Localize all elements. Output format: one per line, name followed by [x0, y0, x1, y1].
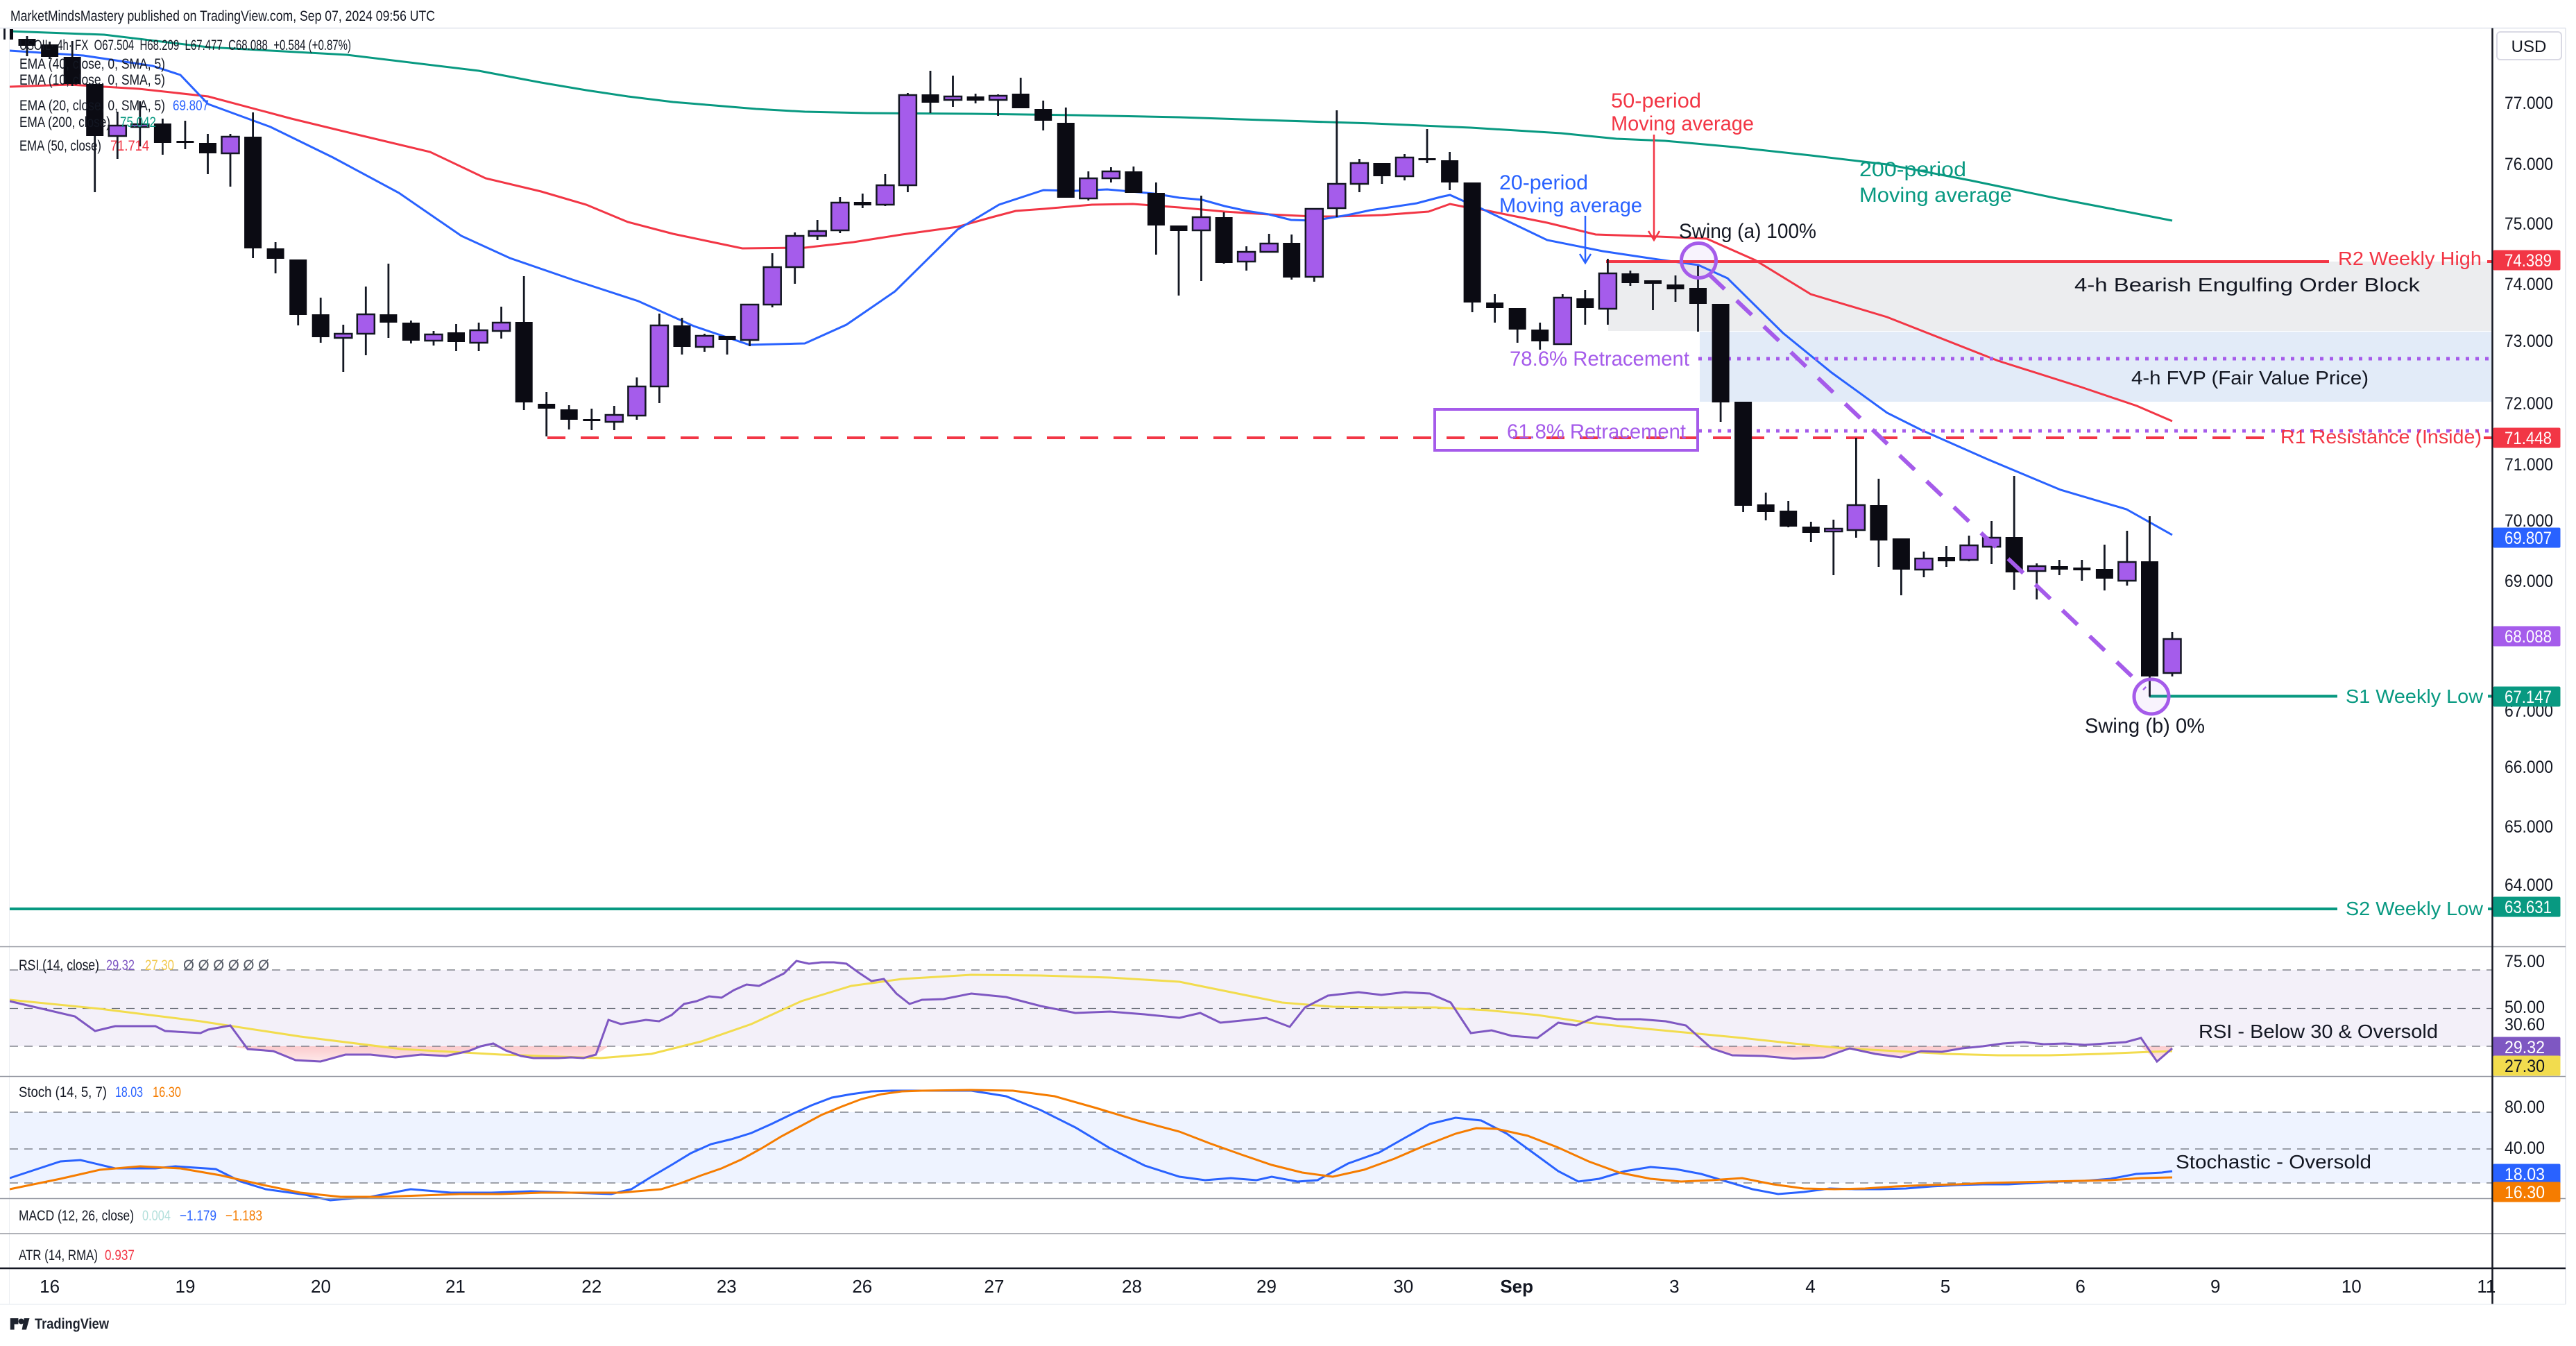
svg-text:74.000: 74.000 [2505, 275, 2553, 294]
svg-text:−1.183: −1.183 [225, 1208, 262, 1224]
svg-text:EMA (50, close): EMA (50, close) [19, 138, 101, 154]
svg-text:29: 29 [1256, 1276, 1277, 1297]
svg-text:10: 10 [2342, 1276, 2362, 1297]
svg-text:66.000: 66.000 [2505, 758, 2553, 777]
svg-text:27.30: 27.30 [145, 957, 174, 973]
svg-text:69.807: 69.807 [2505, 529, 2552, 548]
svg-text:20: 20 [311, 1276, 331, 1297]
svg-text:28: 28 [1122, 1276, 1142, 1297]
svg-text:78.6% Retracement: 78.6% Retracement [1510, 348, 1690, 370]
svg-text:Stochastic - Oversold: Stochastic - Oversold [2176, 1151, 2371, 1173]
svg-text:75.00: 75.00 [2505, 952, 2545, 971]
svg-text:26: 26 [852, 1276, 872, 1297]
svg-text:30: 30 [1393, 1276, 1413, 1297]
svg-text:29.32: 29.32 [2505, 1038, 2545, 1057]
svg-text:23: 23 [717, 1276, 737, 1297]
svg-text:61.8% Retracement: 61.8% Retracement [1507, 420, 1687, 443]
svg-text:74.389: 74.389 [2505, 251, 2552, 271]
svg-text:69.807: 69.807 [173, 98, 209, 114]
svg-text:Moving average: Moving average [1611, 112, 1754, 135]
svg-text:71.714: 71.714 [110, 138, 149, 154]
svg-text:71.000: 71.000 [2505, 455, 2553, 475]
svg-text:6: 6 [2075, 1276, 2085, 1297]
svg-text:27: 27 [984, 1276, 1005, 1297]
svg-text:16.30: 16.30 [2505, 1183, 2545, 1202]
svg-text:18.03: 18.03 [115, 1084, 143, 1100]
svg-text:EMA (20, close, 0, SMA, 5): EMA (20, close, 0, SMA, 5) [19, 98, 165, 114]
svg-text:11: 11 [2477, 1276, 2496, 1297]
svg-text:Swing (b) 0%: Swing (b) 0% [2085, 715, 2205, 738]
svg-text:76.000: 76.000 [2505, 155, 2553, 174]
svg-text:S2 Weekly Low: S2 Weekly Low [2346, 898, 2484, 919]
svg-text:R1 Resistance (Inside): R1 Resistance (Inside) [2280, 426, 2482, 448]
svg-text:Ø Ø Ø Ø Ø Ø: Ø Ø Ø Ø Ø Ø [183, 957, 269, 973]
svg-text:20-period: 20-period [1499, 171, 1588, 194]
svg-text:30.60: 30.60 [2505, 1015, 2545, 1034]
svg-text:MACD (12, 26, close): MACD (12, 26, close) [19, 1208, 134, 1224]
svg-text:Stoch (14, 5, 7): Stoch (14, 5, 7) [19, 1084, 107, 1100]
svg-text:72.000: 72.000 [2505, 394, 2553, 414]
svg-text:75.042: 75.042 [120, 114, 156, 130]
svg-text:MarketMindsMastery published o: MarketMindsMastery published on TradingV… [10, 8, 435, 24]
svg-text:USD: USD [2511, 37, 2547, 56]
svg-text:ATR (14, RMA): ATR (14, RMA) [19, 1247, 98, 1263]
svg-text:40.00: 40.00 [2505, 1139, 2545, 1158]
svg-text:71.448: 71.448 [2505, 429, 2552, 448]
svg-text:RSI (14, close): RSI (14, close) [19, 957, 99, 973]
svg-text:18.03: 18.03 [2505, 1165, 2545, 1184]
svg-text:0.937: 0.937 [105, 1247, 135, 1263]
svg-text:−1.179: −1.179 [180, 1208, 216, 1224]
svg-text:27.30: 27.30 [2505, 1057, 2545, 1076]
svg-text:200-period: 200-period [1859, 158, 1966, 181]
svg-text:70.000: 70.000 [2505, 511, 2553, 531]
svg-text:RSI - Below 30 & Oversold: RSI - Below 30 & Oversold [2199, 1021, 2438, 1042]
svg-text:4-h FVP (Fair Value Price): 4-h FVP (Fair Value Price) [2131, 367, 2369, 389]
svg-text:77.000: 77.000 [2505, 94, 2553, 113]
svg-text:EMA (200, close): EMA (200, close) [19, 114, 110, 130]
svg-text:29.32: 29.32 [106, 957, 135, 973]
svg-text:16.30: 16.30 [153, 1084, 181, 1100]
svg-text:9: 9 [2210, 1276, 2220, 1297]
svg-text:22: 22 [581, 1276, 602, 1297]
svg-text:67.147: 67.147 [2505, 688, 2552, 707]
svg-text:4-h Bearish Engulfing Order Bl: 4-h Bearish Engulfing Order Block [2074, 274, 2421, 296]
svg-text:68.088: 68.088 [2505, 627, 2552, 647]
svg-text:4: 4 [1805, 1276, 1815, 1297]
svg-text:EMA (40, close, 0, SMA, 5): EMA (40, close, 0, SMA, 5) [19, 56, 165, 72]
svg-text:5: 5 [1940, 1276, 1950, 1297]
svg-text:64.000: 64.000 [2505, 876, 2553, 895]
svg-text:16: 16 [40, 1276, 60, 1297]
svg-text:Moving average: Moving average [1499, 194, 1642, 217]
svg-text:S1 Weekly Low: S1 Weekly Low [2346, 685, 2484, 707]
svg-text:63.631: 63.631 [2505, 898, 2552, 917]
svg-text:3: 3 [1669, 1276, 1679, 1297]
svg-text:21: 21 [445, 1276, 466, 1297]
svg-text:50.00: 50.00 [2505, 998, 2545, 1017]
svg-text:65.000: 65.000 [2505, 817, 2553, 837]
svg-text:Sep: Sep [1500, 1276, 1533, 1297]
svg-text:75.000: 75.000 [2505, 214, 2553, 234]
svg-text:19: 19 [176, 1276, 196, 1297]
svg-text:50-period: 50-period [1611, 90, 1701, 112]
svg-text:R2 Weekly High: R2 Weekly High [2338, 248, 2482, 269]
svg-text:Moving average: Moving average [1859, 184, 2012, 207]
svg-text:EMA (10, close, 0, SMA, 5): EMA (10, close, 0, SMA, 5) [19, 72, 165, 88]
svg-text:80.00: 80.00 [2505, 1098, 2545, 1117]
svg-text:Swing (a) 100%: Swing (a) 100% [1679, 220, 1816, 243]
svg-text:69.000: 69.000 [2505, 572, 2553, 591]
svg-text:TradingView: TradingView [35, 1316, 110, 1332]
svg-text:73.000: 73.000 [2505, 332, 2553, 351]
svg-text:USOIL· 4h· FX O67.504 H68.20: USOIL· 4h· FX O67.504 H68.209 L67.477 C6… [19, 37, 351, 53]
svg-text:0.004: 0.004 [142, 1208, 171, 1224]
